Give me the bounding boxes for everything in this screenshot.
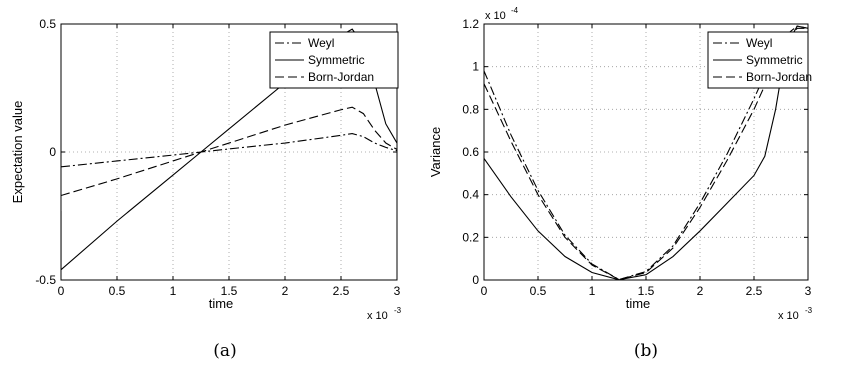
series-line-weyl [484, 25, 808, 280]
x-multiplier-label: x 10 [778, 310, 799, 322]
y-axis-label: Expectation value [10, 101, 25, 204]
y-tick-label: 0.5 [39, 17, 56, 31]
x-tick-label: 0.5 [530, 284, 547, 298]
y-tick-label: 1.2 [462, 17, 479, 31]
y-tick-label: 0.2 [462, 230, 479, 244]
x-tick-label: 2.5 [333, 284, 350, 298]
x-tick-label: 2.5 [746, 284, 763, 298]
legend-label: Weyl [308, 36, 334, 50]
y-axis-label: Variance [428, 127, 443, 177]
legend-label: Born-Jordan [308, 70, 374, 84]
x-axis-label: time [209, 296, 234, 311]
figure-caption: (b) [634, 341, 658, 361]
x-tick-label: 1 [589, 284, 596, 298]
legend: Weyl Symmetric Born-Jordan [707, 31, 812, 89]
y-tick-label: -0.5 [35, 273, 56, 287]
series-line-born-jordan [61, 106, 397, 197]
x-tick-label: 1 [170, 284, 177, 298]
y-tick-label: 0 [472, 273, 479, 287]
y-tick-label: 1 [472, 60, 479, 74]
series-line-weyl [61, 133, 397, 168]
legend-label: Born-Jordan [746, 70, 812, 84]
x-tick-label: 2 [282, 284, 289, 298]
y-multiplier-exponent: -4 [511, 6, 519, 15]
chart-b: 0 0.5 1 1.5 2 2.5 3 0 0.2 0.4 0.6 0.8 1 1.2 time Varian… [428, 6, 813, 361]
x-tick-label: 3 [805, 284, 812, 298]
x-tick-label: 0 [58, 284, 65, 298]
x-tick-label: 0 [481, 284, 488, 298]
legend-label: Symmetric [308, 53, 365, 67]
y-multiplier-label: x 10 [485, 10, 506, 22]
x-tick-label: 2 [697, 284, 704, 298]
x-tick-label: 3 [394, 284, 401, 298]
x-multiplier-exponent: -3 [805, 306, 813, 315]
x-axis-label: time [626, 296, 651, 311]
x-tick-label: 1.5 [638, 284, 655, 298]
legend-label: Weyl [746, 36, 772, 50]
y-tick-label: 0.4 [462, 188, 479, 202]
legend: Weyl Symmetric Born-Jordan [269, 31, 399, 89]
legend-label: Symmetric [746, 53, 803, 67]
x-multiplier-exponent: -3 [394, 306, 402, 315]
figure-caption: (a) [213, 341, 236, 361]
y-tick-label: 0.8 [462, 102, 479, 116]
y-tick-label: 0 [49, 145, 56, 159]
x-multiplier-label: x 10 [367, 310, 388, 322]
y-tick-label: 0.6 [462, 145, 479, 159]
x-tick-label: 0.5 [109, 284, 126, 298]
x-tick-label: 1.5 [221, 284, 238, 298]
